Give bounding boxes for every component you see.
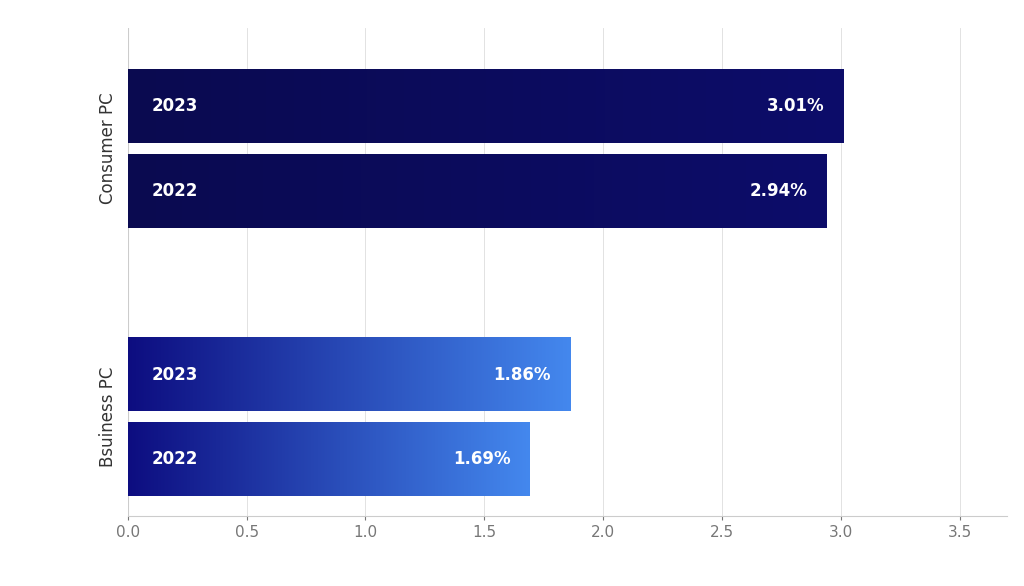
Text: 2.94%: 2.94% bbox=[750, 182, 808, 200]
Text: 1.86%: 1.86% bbox=[494, 366, 551, 384]
Text: 2023: 2023 bbox=[152, 366, 198, 384]
Text: 2022: 2022 bbox=[152, 182, 198, 200]
Text: 3.01%: 3.01% bbox=[767, 97, 824, 115]
Text: 2023: 2023 bbox=[152, 97, 198, 115]
Text: 1.69%: 1.69% bbox=[453, 451, 510, 468]
Text: 2022: 2022 bbox=[152, 451, 198, 468]
